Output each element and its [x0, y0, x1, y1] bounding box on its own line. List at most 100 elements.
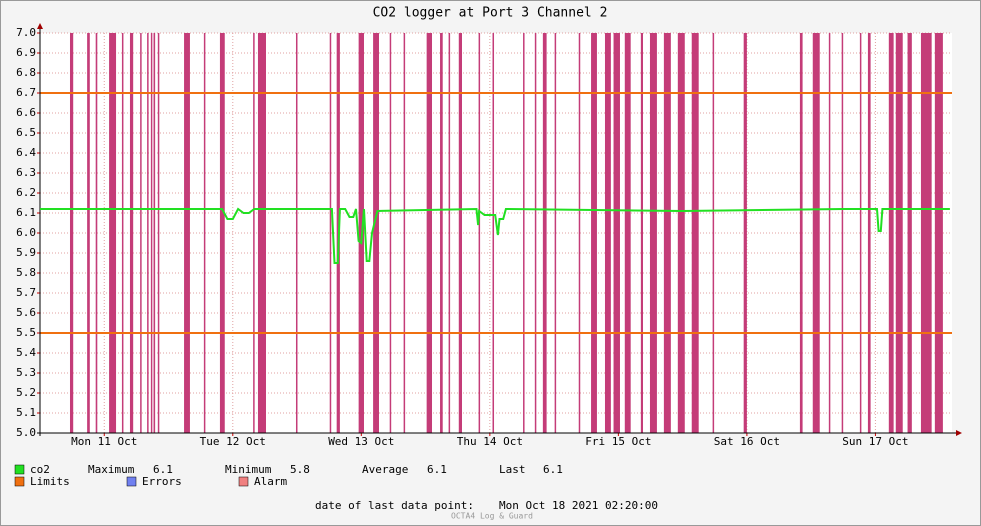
alarm-bar — [389, 33, 392, 433]
alarm-bar — [150, 33, 153, 433]
alarm-bar — [649, 33, 657, 433]
stat-value: 6.1 — [153, 463, 173, 476]
alarm-bar — [87, 33, 90, 433]
alarm-bar — [799, 33, 803, 433]
alarm-bar — [578, 33, 581, 433]
stat-value: 5.8 — [290, 463, 310, 476]
alarm-bar — [841, 33, 844, 433]
stat-value: 6.1 — [543, 463, 563, 476]
alarm-bar — [373, 33, 379, 433]
alarm-bar — [523, 33, 525, 433]
y-tick-label: 6.9 — [16, 46, 36, 59]
x-tick-label: Mon 11 Oct — [71, 435, 137, 448]
y-tick-label: 6.5 — [16, 126, 36, 139]
alarm-bar — [859, 33, 862, 433]
alarm-bar — [554, 33, 557, 433]
y-tick-label: 5.3 — [16, 366, 36, 379]
y-tick-label: 5.8 — [16, 266, 36, 279]
alarm-bar — [492, 33, 495, 433]
alarm-bar — [888, 33, 894, 433]
alarm-bar — [403, 33, 406, 433]
alarm-bar — [69, 33, 74, 433]
alarm-bar — [153, 33, 156, 433]
alarm-bar — [920, 33, 932, 433]
alarm-bar — [743, 33, 747, 433]
legend-label: co2 — [30, 463, 50, 476]
y-tick-label: 5.2 — [16, 386, 36, 399]
alarm-bar — [591, 33, 597, 433]
alarm-bar — [542, 33, 547, 433]
legend-swatch — [126, 476, 137, 487]
y-tick-label: 5.4 — [16, 346, 36, 359]
alarm-bar — [640, 33, 644, 433]
y-tick-label: 5.6 — [16, 306, 36, 319]
y-tick-label: 5.0 — [16, 426, 36, 439]
y-tick-label: 7.0 — [16, 26, 36, 39]
legend-swatch — [238, 476, 249, 487]
stat-label: Last — [499, 463, 526, 476]
alarm-bar — [219, 33, 225, 433]
footer-date: Mon Oct 18 2021 02:20:00 — [499, 499, 658, 512]
alarm-bar — [203, 33, 206, 433]
legend-label: Errors — [142, 475, 182, 488]
alarm-bar — [907, 33, 912, 433]
alarm-bar — [828, 33, 831, 433]
stat-value: 6.1 — [427, 463, 447, 476]
alarm-bar — [157, 33, 160, 433]
alarm-bar — [140, 33, 142, 433]
axis-arrow — [956, 430, 962, 436]
y-tick-label: 6.6 — [16, 106, 36, 119]
alarm-bar — [440, 33, 443, 433]
legend-label: Limits — [30, 475, 70, 488]
alarm-bar — [867, 33, 871, 433]
alarm-bar — [712, 33, 715, 433]
y-tick-label: 5.5 — [16, 326, 36, 339]
y-tick-label: 6.0 — [16, 226, 36, 239]
stat-label: Average — [362, 463, 408, 476]
y-tick-label: 6.2 — [16, 186, 36, 199]
alarm-bar — [129, 33, 134, 433]
footer-label: date of last data point: — [315, 499, 474, 512]
chart-title: CO2 logger at Port 3 Channel 2 — [373, 6, 608, 21]
watermark: OCTA4 Log & Guard — [451, 512, 533, 521]
x-tick-label: Tue 12 Oct — [200, 435, 266, 448]
y-tick-label: 5.9 — [16, 246, 36, 259]
y-tick-label: 5.7 — [16, 286, 36, 299]
alarm-bar — [109, 33, 117, 433]
alarm-bar — [121, 33, 124, 433]
alarm-bar — [147, 33, 149, 433]
legend-label: Alarm — [254, 475, 287, 488]
alarm-bar — [812, 33, 820, 433]
y-tick-label: 6.1 — [16, 206, 36, 219]
x-tick-label: Sun 17 Oct — [842, 435, 908, 448]
alarm-bar — [677, 33, 685, 433]
alarm-bar — [448, 33, 451, 433]
alarm-bar — [534, 33, 537, 433]
x-tick-label: Thu 14 Oct — [457, 435, 523, 448]
axis-arrow — [37, 23, 43, 29]
alarm-bar — [478, 33, 481, 433]
y-tick-label: 6.8 — [16, 66, 36, 79]
legend-swatch — [14, 464, 25, 475]
stat-label: Minimum — [225, 463, 272, 476]
alarm-bar — [613, 33, 620, 433]
data-line — [40, 207, 950, 264]
legend-swatch — [14, 476, 25, 487]
alarm-bar — [691, 33, 699, 433]
y-tick-label: 5.1 — [16, 406, 36, 419]
y-tick-label: 6.7 — [16, 86, 36, 99]
alarm-bar — [934, 33, 943, 433]
alarm-bar — [895, 33, 903, 433]
alarm-bar — [624, 33, 631, 433]
alarm-bar — [95, 33, 98, 433]
y-tick-label: 6.3 — [16, 166, 36, 179]
alarm-bar — [426, 33, 433, 433]
alarm-bar — [329, 33, 332, 433]
alarm-bar — [604, 33, 611, 433]
x-tick-label: Wed 13 Oct — [328, 435, 394, 448]
alarm-bar — [663, 33, 671, 433]
stat-label: Maximum — [88, 463, 135, 476]
x-tick-label: Sat 16 Oct — [714, 435, 780, 448]
x-tick-label: Fri 15 Oct — [585, 435, 651, 448]
